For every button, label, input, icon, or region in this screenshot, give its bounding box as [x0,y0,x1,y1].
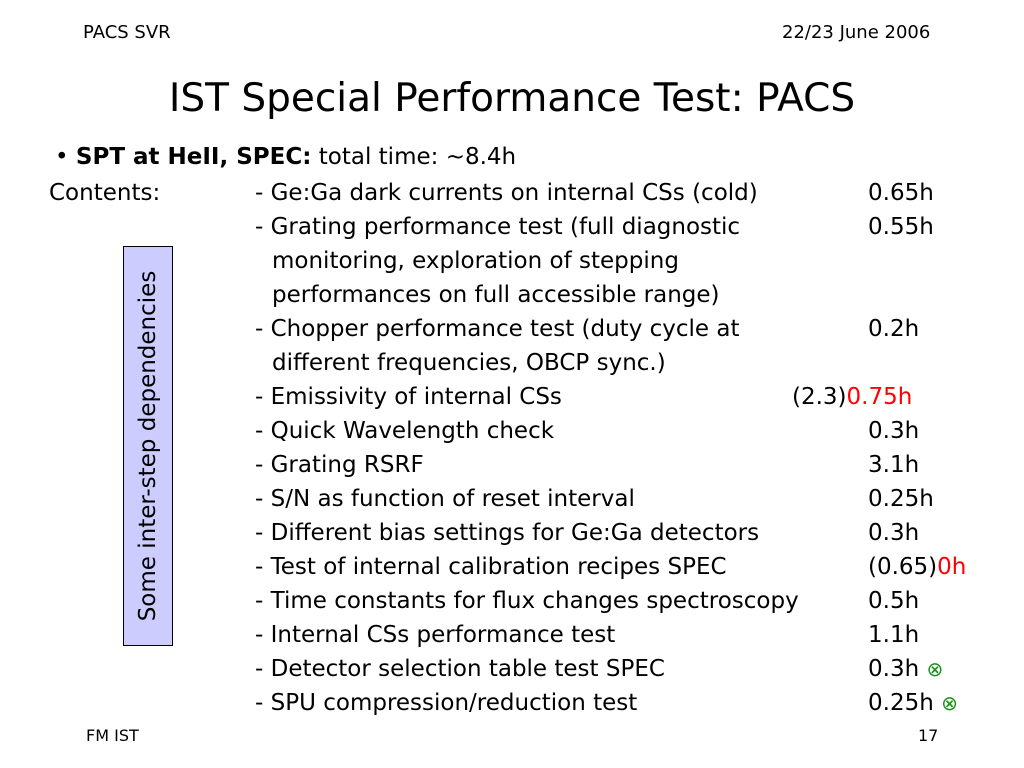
bullet: • [55,144,69,170]
item-time: 0.25h [868,486,934,512]
slide-title: IST Special Performance Test: PACS [168,76,856,121]
item-time: 1.1h [868,622,920,648]
item-time: 0.3h [868,520,920,546]
item-time: (0.65)0h [868,552,966,582]
item-time-prefix: (2.3) [792,384,847,410]
subtitle-total-time: total time: ~8.4h [318,144,517,170]
item-time-value: 0.3h [868,656,920,682]
item-text: - SPU compression/reduction test [255,690,638,716]
page-number: 17 [918,726,939,745]
footer-left-text: FM IST [86,726,139,745]
header-date: 22/23 June 2006 [782,22,931,43]
header-left-text: PACS SVR [83,22,171,43]
item-text: - Detector selection table test SPEC [255,656,665,682]
item-time: 0.5h [868,588,920,614]
item-text-continuation: different frequencies, OBCP sync.) [272,350,666,376]
dependency-box: Some inter-step dependencies [123,246,173,646]
circled-times-icon: ⊗ [926,657,944,681]
item-text: - Internal CSs performance test [255,622,616,648]
subtitle-bold: SPT at HeII, SPEC: [75,144,312,170]
item-text: - Chopper performance test (duty cycle a… [255,316,740,342]
item-time-revised: 0.75h [846,384,913,410]
item-text: - Emissivity of internal CSs [255,384,562,410]
item-time: 0.3h [868,418,920,444]
item-time-revised: 0h [937,554,967,580]
item-text: - Test of internal calibration recipes S… [255,554,727,580]
item-time: 0.25h ⊗ [868,688,958,718]
item-text: - Grating performance test (full diagnos… [255,214,741,240]
item-time: (2.3)0.75h [792,382,912,412]
item-time: 0.3h ⊗ [868,654,943,684]
item-time-value: 0.25h [868,690,934,716]
item-text-continuation: performances on full accessible range) [272,282,720,308]
item-text: - Quick Wavelength check [255,418,555,444]
dependency-label: Some inter-step dependencies [135,270,161,622]
item-time: 0.2h [868,316,920,342]
item-time: 0.65h [868,180,934,206]
item-text: - Different bias settings for Ge:Ga dete… [255,520,760,546]
item-time-prefix: (0.65) [868,554,938,580]
item-text: - S/N as function of reset interval [255,486,635,512]
item-time: 3.1h [868,452,920,478]
circled-times-icon: ⊗ [941,691,958,715]
contents-label: Contents: [49,180,161,206]
item-text-continuation: monitoring, exploration of stepping [272,248,679,274]
item-text: - Ge:Ga dark currents on internal CSs (c… [255,180,758,206]
item-text: - Time constants for flux changes spectr… [255,588,799,614]
subtitle-line: • SPT at HeII, SPEC: total time: ~8.4h [55,142,516,172]
item-time: 0.55h [868,214,934,240]
item-text: - Grating RSRF [255,452,424,478]
